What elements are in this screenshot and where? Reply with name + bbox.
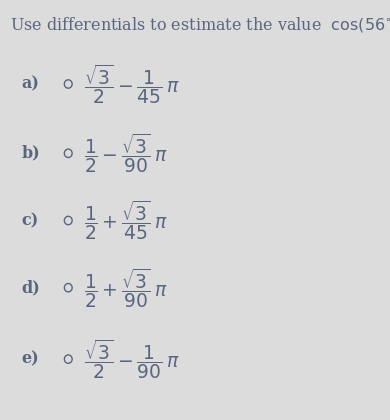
Text: Use differentials to estimate the value  $\cos\!(56^{\circ})$.: Use differentials to estimate the value … <box>10 15 390 34</box>
Text: b): b) <box>21 145 40 162</box>
Text: $\dfrac{1}{2} - \dfrac{\sqrt{3}}{90}\,\pi$: $\dfrac{1}{2} - \dfrac{\sqrt{3}}{90}\,\p… <box>84 131 168 175</box>
Text: $\dfrac{1}{2} + \dfrac{\sqrt{3}}{45}\,\pi$: $\dfrac{1}{2} + \dfrac{\sqrt{3}}{45}\,\p… <box>84 199 168 242</box>
Text: $\dfrac{1}{2} + \dfrac{\sqrt{3}}{90}\,\pi$: $\dfrac{1}{2} + \dfrac{\sqrt{3}}{90}\,\p… <box>84 266 168 310</box>
Text: e): e) <box>21 351 39 368</box>
Text: $\dfrac{\sqrt{3}}{2} - \dfrac{1}{45}\,\pi$: $\dfrac{\sqrt{3}}{2} - \dfrac{1}{45}\,\p… <box>84 62 179 106</box>
Text: $\dfrac{\sqrt{3}}{2} - \dfrac{1}{90}\,\pi$: $\dfrac{\sqrt{3}}{2} - \dfrac{1}{90}\,\p… <box>84 337 179 381</box>
Text: d): d) <box>21 279 40 296</box>
Text: a): a) <box>21 76 39 92</box>
Text: c): c) <box>21 212 39 229</box>
